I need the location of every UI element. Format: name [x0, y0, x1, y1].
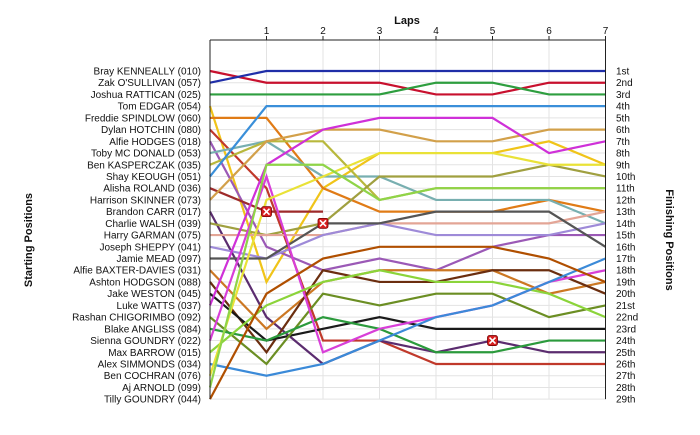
finishing-position-label: 26th	[616, 360, 635, 371]
starting-position-label: Toby MC DONALD (053)	[91, 149, 201, 160]
y-axis-label-left: Starting Positions	[23, 193, 35, 287]
finishing-position-label: 18th	[616, 266, 635, 277]
series-line	[209, 163, 606, 237]
series-line	[209, 269, 606, 354]
finishing-position-label: 5th	[616, 113, 630, 124]
finishing-position-label: 7th	[616, 137, 630, 148]
finishing-position-label: 11th	[616, 184, 635, 195]
finishing-position-label: 3rd	[616, 90, 630, 101]
starting-position-label: Brandon CARR (017)	[106, 207, 201, 218]
finishing-position-label: 19th	[616, 277, 635, 288]
series-line	[210, 116, 606, 213]
series-line	[210, 81, 606, 96]
starting-position-label: Alex SIMMONDS (034)	[98, 360, 201, 371]
starting-position-label: Tilly GOUNDRY (044)	[104, 395, 201, 406]
starting-position-label: Joshua RATTICAN (025)	[91, 90, 201, 101]
starting-position-label: Ben KASPERCZAK (035)	[87, 160, 201, 171]
finishing-position-label: 2nd	[616, 78, 633, 89]
series-line	[209, 315, 606, 354]
series-line	[208, 151, 606, 377]
finishing-position-label: 10th	[616, 172, 635, 183]
starting-position-label: Bray KENNEALLY (010)	[94, 67, 201, 78]
starting-position-label: Harrison SKINNER (073)	[90, 195, 201, 206]
series-line	[208, 116, 606, 306]
finishing-position-label: 14th	[616, 219, 635, 230]
starting-position-label: Luke WATTS (037)	[117, 301, 201, 312]
series-line	[209, 257, 606, 377]
starting-position-label: Max BARROW (015)	[108, 348, 201, 359]
starting-position-label: Jamie MEAD (097)	[117, 254, 201, 265]
finishing-position-label: 22nd	[616, 313, 638, 324]
series-line	[210, 210, 607, 260]
series-line	[210, 210, 606, 237]
series-line	[209, 69, 606, 84]
starting-position-label: Blake ANGLISS (084)	[104, 324, 201, 335]
finishing-position-label: 15th	[616, 231, 635, 242]
finishing-position-label: 21st	[616, 301, 635, 312]
finishing-position-label: 29th	[616, 395, 635, 406]
x-axis-label: Laps	[394, 15, 420, 27]
starting-position-label: Aj ARNOLD (099)	[122, 383, 201, 394]
x-tick-label: 5	[490, 26, 496, 37]
series-line	[209, 140, 606, 272]
finishing-position-label: 12th	[616, 195, 635, 206]
finishing-position-label: 9th	[616, 160, 630, 171]
series-line	[208, 163, 606, 388]
finishing-position-label: 6th	[616, 125, 630, 136]
starting-position-label: Alisha ROLAND (036)	[103, 184, 201, 195]
starting-position-label: Sienna GOUNDRY (022)	[90, 336, 201, 347]
axes: 1 2 3 4 5 6 7	[209, 26, 609, 400]
finishing-position-label: 1st	[616, 67, 630, 78]
finishing-position-label: 25th	[616, 348, 635, 359]
x-tick-label: 3	[377, 26, 383, 37]
starting-position-label: Dylan HOTCHIN (080)	[101, 125, 201, 136]
x-tick-label: 2	[320, 26, 326, 37]
series-line	[209, 211, 606, 366]
x-tick-label: 7	[603, 26, 609, 37]
starting-position-label: Shay KEOUGH (051)	[106, 172, 201, 183]
series-line	[209, 292, 606, 366]
x-tick-label: 1	[264, 26, 270, 37]
finishing-position-label: 28th	[616, 383, 635, 394]
x-tick-label: 6	[546, 26, 552, 37]
series-line	[209, 269, 606, 331]
starting-position-label: Freddie SPINDLOW (060)	[85, 113, 201, 124]
series-line	[209, 245, 606, 400]
finishing-position-label: 27th	[616, 371, 635, 382]
retirement-x	[319, 219, 327, 227]
x-tick-label: 4	[433, 26, 439, 37]
starting-position-label: Harry GARMAN (075)	[104, 231, 201, 242]
starting-position-label: Ben COCHRAN (076)	[104, 371, 201, 382]
starting-position-label: Alfie HODGES (018)	[109, 137, 201, 148]
y-axis-label-right: Finishing Positions	[663, 189, 675, 290]
finishing-position-label: 13th	[616, 207, 635, 218]
starting-position-label: Charlie WALSH (039)	[105, 219, 201, 230]
starting-position-label: Rashan CHIGORIMBO (092)	[72, 313, 201, 324]
finishing-position-label: 20th	[616, 289, 635, 300]
series-lines	[208, 69, 607, 400]
finishing-position-label: 4th	[616, 102, 630, 113]
starting-position-label: Zak O'SULLIVAN (057)	[98, 78, 201, 89]
series-line	[209, 222, 606, 260]
finishing-position-label: 17th	[616, 254, 635, 265]
retirement-x	[262, 208, 271, 216]
starting-position-label: Tom EDGAR (054)	[118, 102, 201, 113]
starting-position-label: Jake WESTON (045)	[107, 289, 201, 300]
series-line	[209, 140, 606, 225]
finishing-position-label: 24th	[616, 336, 635, 347]
series-line	[209, 128, 606, 366]
starting-position-label: Joseph SHEPPY (041)	[99, 242, 201, 253]
position-labels: Bray KENNEALLY (010)Zak O'SULLIVAN (057)…	[72, 67, 638, 406]
finishing-position-label: 23rd	[616, 324, 636, 335]
finishing-position-label: 16th	[616, 242, 635, 253]
starting-position-label: Ashton HODGSON (088)	[89, 277, 201, 288]
finishing-position-label: 8th	[616, 149, 630, 160]
series-line	[209, 128, 606, 201]
retirement-x	[488, 336, 497, 345]
starting-position-label: Alfie BAXTER-DAVIES (031)	[73, 266, 201, 277]
series-line	[209, 105, 606, 178]
retirement-markers	[261, 206, 498, 346]
